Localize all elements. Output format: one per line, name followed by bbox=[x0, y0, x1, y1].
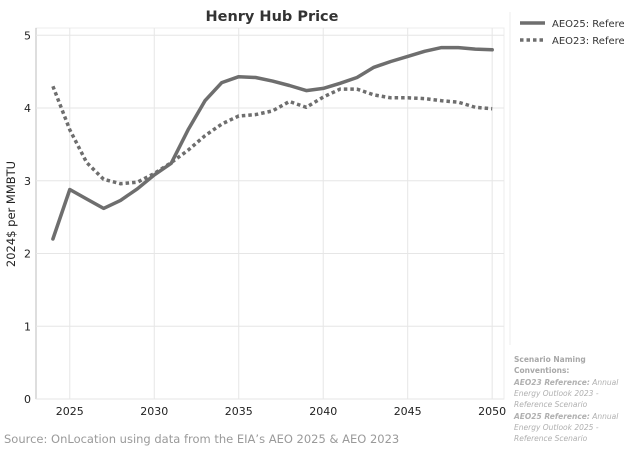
notes-heading-2: Conventions: bbox=[514, 366, 569, 375]
notes-heading-1: Scenario Naming bbox=[514, 355, 586, 364]
series-line-aeo25 bbox=[51, 45, 494, 241]
legend: AEO25: Reference AEO23: Reference bbox=[520, 19, 624, 47]
scenario-notes: Scenario Naming Conventions: AEO23 Refer… bbox=[513, 355, 619, 443]
y-tick-label-0: 0 bbox=[24, 393, 31, 406]
chart-title: Henry Hub Price bbox=[205, 9, 338, 25]
notes-aeo25-line3: Reference Scenario bbox=[514, 434, 588, 443]
notes-aeo25-line2: Energy Outlook 2025 - bbox=[514, 423, 599, 432]
y-tick-label-4: 4 bbox=[24, 102, 31, 115]
notes-aeo23-desc1: Annual bbox=[590, 378, 619, 387]
x-tick-label-2040: 2040 bbox=[309, 405, 337, 418]
legend-label-aeo23: AEO23: Reference bbox=[552, 36, 624, 47]
notes-aeo23-label: AEO23 Reference: bbox=[513, 378, 590, 387]
y-axis-title: 2024$ per MMBTU bbox=[4, 161, 18, 267]
y-tick-label-5: 5 bbox=[24, 29, 31, 42]
y-tick-label-3: 3 bbox=[24, 175, 31, 188]
notes-aeo23-line3: Reference Scenario bbox=[514, 400, 588, 409]
notes-aeo25-desc1: Annual bbox=[590, 412, 619, 421]
y-tick-label-2: 2 bbox=[24, 248, 31, 261]
source-note: Source: OnLocation using data from the E… bbox=[4, 432, 399, 446]
notes-aeo23-line2: Energy Outlook 2023 - bbox=[514, 389, 599, 398]
x-tick-label-2035: 2035 bbox=[225, 405, 253, 418]
x-tick-label-2045: 2045 bbox=[394, 405, 422, 418]
notes-aeo25-line1: AEO25 Reference: Annual bbox=[513, 412, 619, 421]
x-tick-label-2030: 2030 bbox=[140, 405, 168, 418]
notes-aeo25-label: AEO25 Reference: bbox=[513, 412, 590, 421]
x-tick-label-2025: 2025 bbox=[56, 405, 84, 418]
axis-ticks: 2025 2030 2035 2040 2045 2050 0 1 2 3 4 5 bbox=[24, 29, 506, 418]
legend-label-aeo25: AEO25: Reference bbox=[552, 19, 624, 30]
series-lines bbox=[51, 45, 494, 241]
x-tick-label-2050: 2050 bbox=[478, 405, 506, 418]
series-line-aeo23 bbox=[51, 85, 493, 186]
y-tick-label-1: 1 bbox=[24, 320, 31, 333]
notes-aeo23-line1: AEO23 Reference: Annual bbox=[513, 378, 619, 387]
